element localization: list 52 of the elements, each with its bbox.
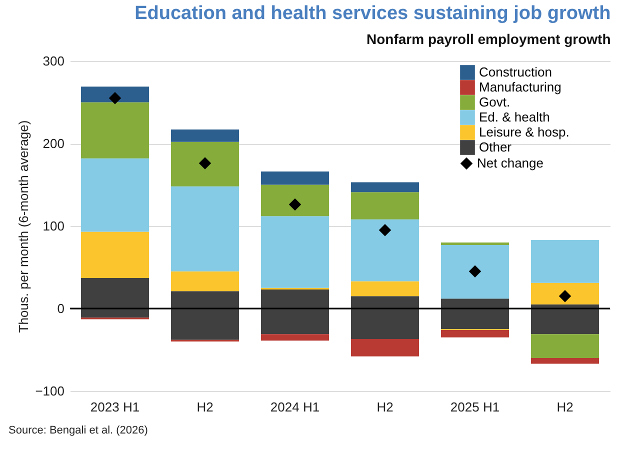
y-tick-label: 200 (42, 136, 64, 151)
x-tick-label: 2025 H1 (450, 400, 500, 414)
bar (81, 158, 149, 232)
bar (531, 334, 599, 358)
bar (531, 240, 599, 283)
point (108, 92, 122, 104)
point (288, 198, 302, 211)
legend-label: Leisure & hosp. (479, 124, 570, 140)
x-tick-label: 2024 H1 (270, 400, 320, 414)
bar (171, 142, 239, 186)
y-tick-label: 0 (57, 301, 64, 316)
bar (261, 184, 329, 216)
bar (81, 232, 149, 278)
bar (531, 282, 599, 304)
x-tick-label: H2 (376, 400, 394, 414)
bar (351, 192, 419, 220)
chart-title: Education and health services sustaining job growth (134, 3, 611, 24)
legend-label: Construction (479, 64, 552, 80)
bar (351, 219, 419, 282)
bar (261, 334, 329, 341)
x-tick-label: H2 (556, 400, 574, 414)
x-tick-label: H2 (196, 400, 214, 414)
point (558, 290, 572, 302)
x-tick-label: 2023 H1 (90, 400, 140, 414)
bar (261, 172, 329, 185)
legend-label: Ed. & health (479, 110, 550, 124)
chart-subtitle: Nonfarm payroll employment growth (366, 31, 611, 47)
bar (171, 129, 239, 142)
bar (531, 358, 599, 364)
bar (441, 244, 509, 299)
y-tick-label: 100 (42, 218, 64, 234)
bar (171, 186, 239, 272)
bar (81, 86, 149, 102)
point (468, 265, 482, 278)
bar (351, 339, 419, 356)
y-tick-label: −100 (35, 384, 64, 398)
y-tick-label: 300 (42, 54, 64, 68)
bar (261, 216, 329, 288)
legend-label: Govt. (479, 94, 510, 110)
point (378, 224, 392, 236)
legend-label: Other (479, 140, 512, 154)
bar (351, 281, 419, 296)
bar (531, 308, 599, 334)
source-note: Source: Bengali et al. (2026) (8, 424, 148, 436)
bar (171, 271, 239, 292)
bar (441, 330, 509, 338)
bar (351, 182, 419, 192)
bar (81, 102, 149, 158)
y-axis-title: Thous. per month (6-month average) (16, 120, 32, 333)
point (198, 157, 212, 170)
legend-label: Manufacturing (479, 80, 562, 94)
legend-label: Net change (477, 156, 544, 170)
